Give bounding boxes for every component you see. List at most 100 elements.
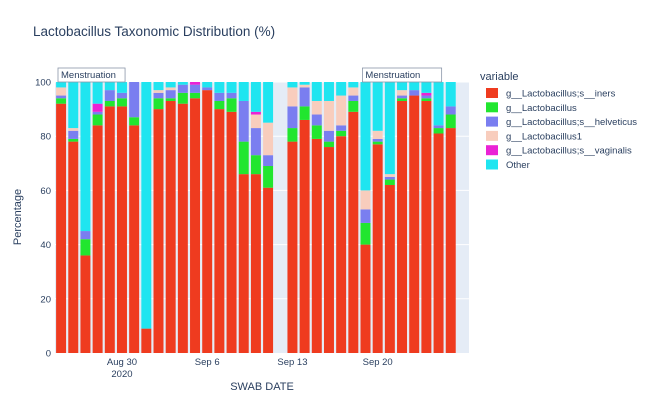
y-tick-label: 40: [40, 240, 51, 251]
bar-stack: [56, 82, 67, 354]
bar-stack: [433, 82, 444, 353]
y-tick-label: 20: [40, 294, 51, 305]
y-tick-label: 60: [40, 186, 51, 197]
bar-segment: [263, 166, 274, 188]
bar-stack: [287, 82, 298, 353]
bar-segment: [287, 141, 298, 353]
bar-segment: [311, 82, 322, 101]
bar-stack: [226, 82, 237, 353]
bar-segment: [299, 119, 310, 353]
bar-segment: [68, 130, 79, 139]
annotation-box: [362, 67, 443, 83]
bar-stack: [153, 82, 164, 353]
bar-segment: [129, 125, 140, 353]
bar-segment: [104, 100, 115, 107]
bar-segment: [153, 109, 164, 353]
bar-segment: [445, 106, 456, 115]
bar-segment: [250, 114, 261, 129]
bar-segment: [323, 130, 334, 142]
bar-segment: [92, 125, 103, 353]
y-tick-label: 100: [35, 78, 51, 89]
bar-segment: [214, 100, 225, 110]
bar-stack: [348, 82, 359, 353]
bar-segment: [153, 82, 164, 91]
bar-stack: [421, 82, 432, 353]
bar-segment: [80, 239, 91, 256]
bar-stack: [190, 82, 201, 353]
bar-segment: [92, 82, 103, 104]
bar-segment: [299, 87, 310, 107]
bar-segment: [287, 106, 298, 129]
y-tick-label: 80: [40, 132, 51, 143]
bar-segment: [348, 95, 359, 101]
bar-segment: [116, 98, 127, 107]
bar-segment: [336, 136, 347, 353]
bar-segment: [397, 95, 408, 99]
y-axis-title: Percentage: [12, 189, 24, 245]
bar-stack: [104, 82, 115, 353]
bar-segment: [202, 90, 213, 353]
bar-stack: [323, 82, 334, 353]
bar-stack: [299, 82, 310, 353]
bar-segment: [348, 100, 359, 112]
bar-stack: [250, 82, 261, 353]
bar-segment: [336, 125, 347, 131]
bar-segment: [323, 100, 334, 131]
legend-title: variable: [480, 71, 519, 83]
legend-swatch: [486, 145, 498, 156]
bar-segment: [165, 82, 176, 88]
bar-segment: [165, 87, 176, 91]
bar-segment: [287, 87, 298, 107]
bar-stack: [238, 82, 249, 353]
bar-segment: [238, 100, 249, 142]
bar-segment: [165, 90, 176, 99]
bar-segment: [177, 92, 188, 104]
bar-segment: [311, 138, 322, 353]
legend-swatch: [486, 88, 498, 98]
bar-segment: [348, 87, 359, 96]
bar-stack: [336, 82, 347, 353]
bar-segment: [409, 82, 420, 91]
bar-segment: [433, 133, 444, 353]
bar-segment: [68, 141, 79, 353]
legend-swatch: [486, 116, 498, 127]
x-tick-label: Sep 13: [277, 357, 307, 368]
bar-segment: [384, 176, 395, 180]
bar-segment: [56, 87, 67, 96]
bar-segment: [141, 328, 152, 353]
bar-stack: [202, 82, 213, 353]
bar-segment: [336, 95, 347, 126]
bar-segment: [336, 130, 347, 137]
bar-segment: [311, 100, 322, 115]
annotation-label: Menstruation: [365, 70, 420, 81]
bar-segment: [80, 255, 91, 353]
bar-stack: [129, 82, 140, 353]
bar-segment: [263, 155, 274, 167]
bar-segment: [116, 92, 127, 99]
bar-segment: [336, 82, 347, 96]
bar-segment: [226, 82, 237, 93]
bar-segment: [190, 98, 201, 353]
bar-stack: [177, 82, 188, 354]
bar-segment: [323, 141, 334, 148]
annotation-label: Menstruation: [61, 70, 116, 81]
annotation-box: [57, 67, 126, 83]
bar-segment: [214, 92, 225, 101]
bar-segment: [165, 100, 176, 353]
legend-swatch: [486, 159, 498, 170]
bar-segment: [360, 244, 371, 353]
bar-segment: [214, 82, 225, 93]
bar-segment: [238, 174, 249, 353]
bar-segment: [129, 82, 140, 118]
bar-stack: [263, 82, 274, 353]
bar-segment: [92, 111, 103, 115]
bar-segment: [397, 100, 408, 353]
bar-segment: [299, 106, 310, 120]
x-tick-sublabel: 2020: [111, 369, 132, 380]
bar-segment: [409, 95, 420, 354]
bar-segment: [238, 82, 249, 101]
bar-segment: [68, 128, 79, 131]
bar-stack: [214, 82, 225, 353]
bar-segment: [92, 114, 103, 126]
